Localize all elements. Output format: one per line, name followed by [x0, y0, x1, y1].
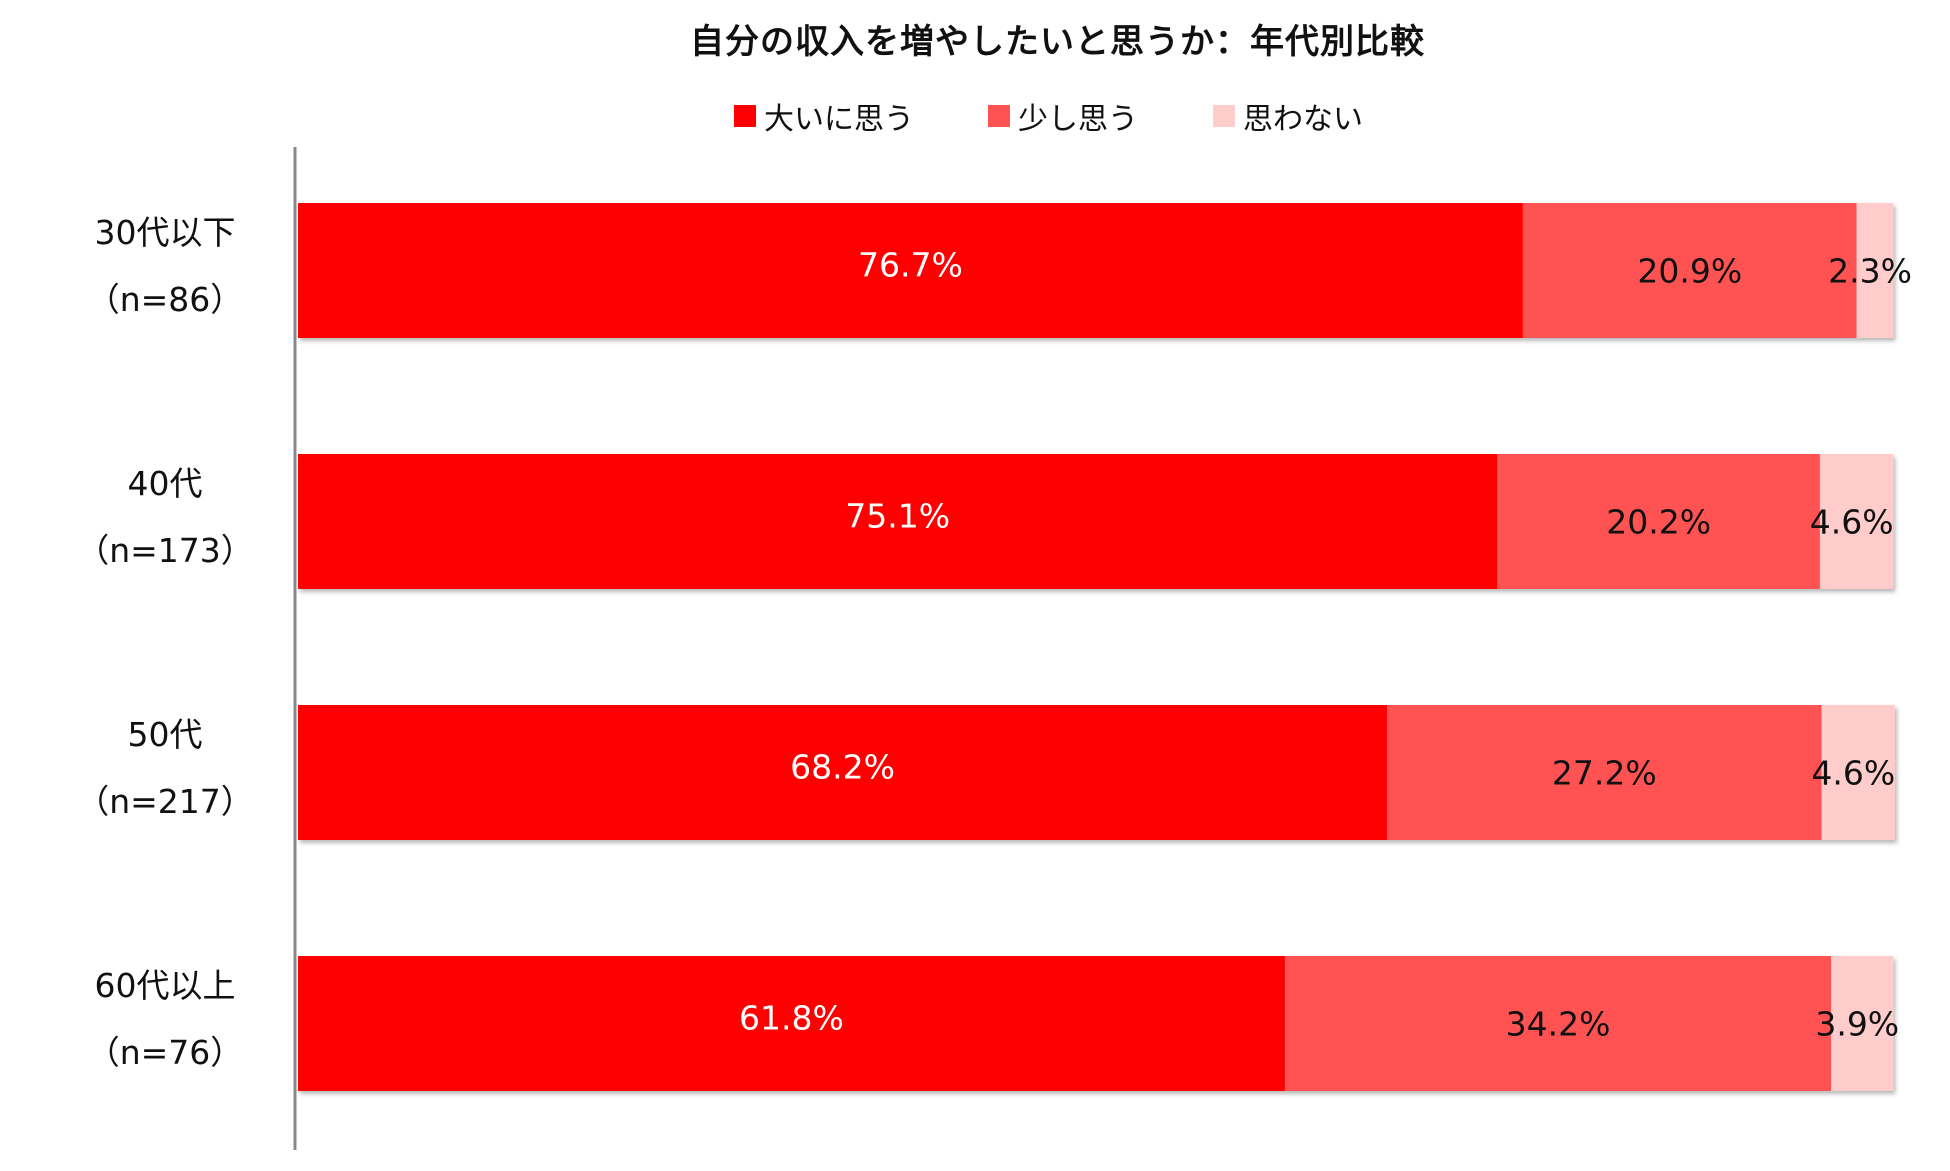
bar-segment-50s-0: [298, 705, 1388, 840]
chart-title: 自分の収入を増やしたいと思うか：年代別比較: [690, 22, 1425, 62]
data-label-40s-0: 75.1%: [845, 497, 950, 536]
bar-segment-30s-and-under-1: [1522, 203, 1857, 338]
data-label-50s-0: 68.2%: [790, 748, 895, 787]
bar-group-40s: [298, 454, 1894, 589]
data-label-50s-2: 4.6%: [1811, 754, 1895, 793]
bar-group-60s-and-over: [298, 956, 1894, 1091]
bar-segment-50s-2: [1821, 705, 1895, 840]
category-n-label-30s-and-under: （n=86）: [87, 280, 244, 319]
data-label-40s-2: 4.6%: [1810, 503, 1894, 542]
category-n-label-60s-and-over: （n=76）: [87, 1033, 244, 1072]
bar-segment-60s-and-over-0: [298, 956, 1285, 1091]
bar-segment-40s-1: [1497, 454, 1820, 589]
legend-swatch-strongly-agree: [734, 105, 756, 127]
category-n-label-40s: （n=173）: [76, 531, 254, 570]
bar-segment-50s-1: [1387, 705, 1822, 840]
bar-group-30s-and-under: [298, 203, 1894, 338]
data-label-50s-1: 27.2%: [1552, 754, 1657, 793]
category-label-60s-and-over: 60代以上: [95, 966, 236, 1005]
legend-swatch-somewhat-agree: [988, 105, 1010, 127]
bar-segment-30s-and-under-0: [298, 203, 1523, 338]
data-label-40s-1: 20.2%: [1606, 503, 1711, 542]
legend-label-disagree: 思わない: [1243, 102, 1363, 137]
category-label-40s: 40代: [128, 464, 203, 503]
legend-label-strongly-agree: 大いに思う: [764, 102, 914, 137]
data-label-30s-and-under-0: 76.7%: [858, 246, 963, 285]
data-label-60s-and-over-2: 3.9%: [1815, 1005, 1899, 1044]
legend: 大いに思う 少し思う 思わない: [0, 96, 1950, 137]
category-label-30s-and-under: 30代以下: [95, 213, 236, 252]
bar-segment-40s-0: [298, 454, 1498, 589]
data-label-60s-and-over-1: 34.2%: [1506, 1005, 1611, 1044]
legend-item-strongly-agree: 大いに思う: [734, 96, 914, 137]
data-label-30s-and-under-2: 2.3%: [1828, 252, 1912, 291]
category-n-label-50s: （n=217）: [76, 782, 254, 821]
bar-segment-30s-and-under-2: [1856, 203, 1894, 338]
bar-segment-60s-and-over-2: [1831, 956, 1894, 1091]
bar-group-50s: [298, 705, 1895, 840]
legend-item-somewhat-agree: 少し思う: [988, 96, 1138, 137]
bar-segment-40s-2: [1819, 454, 1894, 589]
legend-label-somewhat-agree: 少し思う: [1018, 102, 1138, 137]
bar-segment-60s-and-over-1: [1284, 956, 1832, 1091]
legend-item-disagree: 思わない: [1213, 96, 1363, 137]
legend-swatch-disagree: [1213, 105, 1235, 127]
data-label-30s-and-under-1: 20.9%: [1637, 252, 1742, 291]
data-label-60s-and-over-0: 61.8%: [739, 999, 844, 1038]
category-label-50s: 50代: [128, 715, 203, 754]
